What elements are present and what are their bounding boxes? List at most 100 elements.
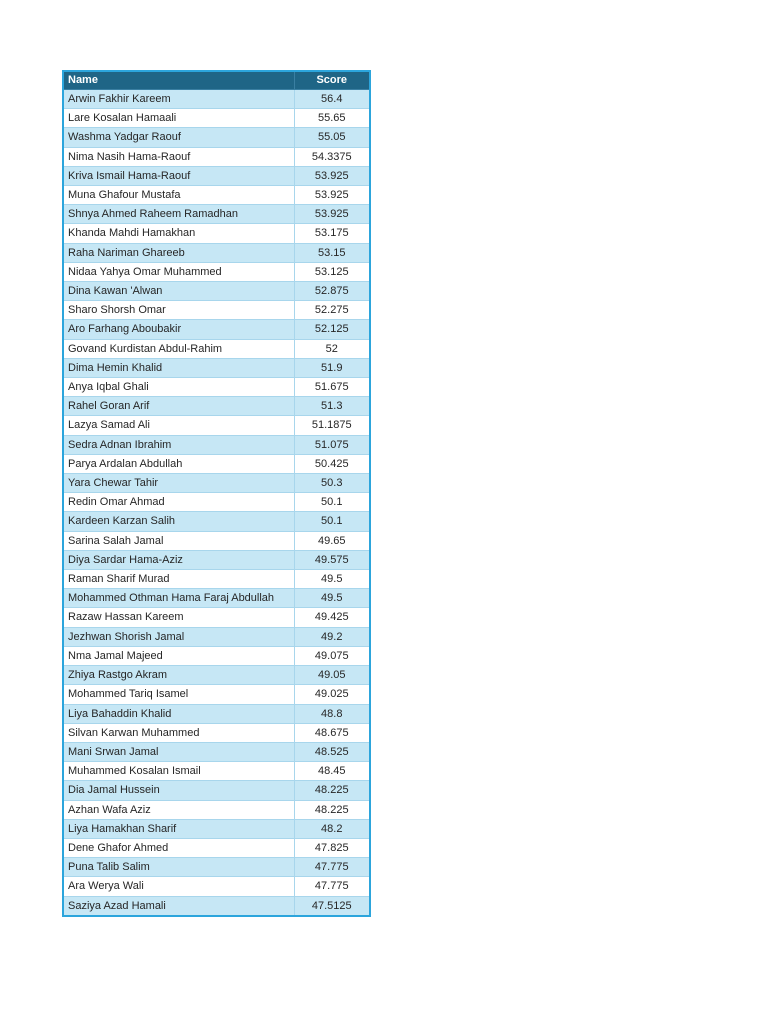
cell-score: 53.125 — [293, 261, 371, 283]
table-row: Silvan Karwan Muhammed 48.675 — [62, 722, 371, 743]
cell-name: Dene Ghafor Ahmed — [62, 837, 295, 859]
table-row: Nima Nasih Hama-Raouf 54.3375 — [62, 146, 371, 167]
cell-name: Nidaa Yahya Omar Muhammed — [62, 261, 295, 283]
cell-score: 53.925 — [293, 185, 371, 206]
cell-score: 48.525 — [293, 741, 371, 763]
cell-score: 49.025 — [293, 684, 371, 705]
table-row: Yara Chewar Tahir 50.3 — [62, 473, 371, 494]
table-row: Razaw Hassan Kareem 49.425 — [62, 607, 371, 628]
table-row: Dina Kawan 'Alwan 52.875 — [62, 281, 371, 302]
table-row: Arwin Fakhir Kareem 56.4 — [62, 88, 371, 110]
cell-name: Liya Bahaddin Khalid — [62, 703, 295, 724]
cell-score: 47.775 — [293, 876, 371, 897]
table-row: Mohammed Othman Hama Faraj Abdullah 49.5 — [62, 588, 371, 609]
table-row: Raha Nariman Ghareeb 53.15 — [62, 242, 371, 263]
cell-name: Diya Sardar Hama-Aziz — [62, 549, 295, 571]
cell-score: 48.225 — [293, 780, 371, 801]
cell-name: Nma Jamal Majeed — [62, 645, 295, 667]
cell-name: Sarina Salah Jamal — [62, 530, 295, 551]
cell-name: Ara Werya Wali — [62, 876, 295, 897]
table-row: Aro Farhang Aboubakir 52.125 — [62, 319, 371, 340]
cell-score: 48.675 — [293, 722, 371, 743]
cell-score: 48.225 — [293, 799, 371, 820]
cell-score: 53.15 — [293, 242, 371, 263]
cell-score: 49.65 — [293, 530, 371, 551]
cell-score: 51.1875 — [293, 415, 371, 436]
table-row: Parya Ardalan Abdullah 50.425 — [62, 453, 371, 475]
cell-score: 55.05 — [293, 127, 371, 148]
cell-name: Govand Kurdistan Abdul-Rahim — [62, 338, 295, 359]
cell-score: 49.425 — [293, 607, 371, 628]
cell-score: 53.925 — [293, 165, 371, 187]
cell-score: 49.5 — [293, 588, 371, 609]
cell-score: 52.875 — [293, 281, 371, 302]
cell-name: Jezhwan Shorish Jamal — [62, 626, 295, 647]
cell-score: 50.1 — [293, 492, 371, 513]
cell-name: Yara Chewar Tahir — [62, 473, 295, 494]
table-row: Mani Srwan Jamal 48.525 — [62, 741, 371, 763]
cell-name: Parya Ardalan Abdullah — [62, 453, 295, 475]
cell-name: Sedra Adnan Ibrahim — [62, 434, 295, 455]
cell-name: Aro Farhang Aboubakir — [62, 319, 295, 340]
cell-name: Sharo Shorsh Omar — [62, 300, 295, 321]
cell-score: 47.825 — [293, 837, 371, 859]
table-row: Washma Yadgar Raouf 55.05 — [62, 127, 371, 148]
table-row: Sharo Shorsh Omar 52.275 — [62, 300, 371, 321]
cell-name: Washma Yadgar Raouf — [62, 127, 295, 148]
cell-score: 54.3375 — [293, 146, 371, 167]
cell-name: Liya Hamakhan Sharif — [62, 818, 295, 839]
cell-score: 55.65 — [293, 108, 371, 129]
table-row: Liya Hamakhan Sharif 48.2 — [62, 818, 371, 839]
cell-score: 53.925 — [293, 204, 371, 225]
cell-score: 49.5 — [293, 569, 371, 590]
cell-name: Khanda Mahdi Hamakhan — [62, 223, 295, 244]
table-row: Jezhwan Shorish Jamal 49.2 — [62, 626, 371, 647]
cell-name: Dina Kawan 'Alwan — [62, 281, 295, 302]
cell-name: Kriva Ismail Hama-Raouf — [62, 165, 295, 187]
cell-name: Rahel Goran Arif — [62, 396, 295, 417]
table-row: Liya Bahaddin Khalid 48.8 — [62, 703, 371, 724]
table-row: Lazya Samad Ali 51.1875 — [62, 415, 371, 436]
cell-name: Redin Omar Ahmad — [62, 492, 295, 513]
cell-score: 53.175 — [293, 223, 371, 244]
table-row: Sarina Salah Jamal 49.65 — [62, 530, 371, 551]
table-row: Shnya Ahmed Raheem Ramadhan 53.925 — [62, 204, 371, 225]
table-row: Kriva Ismail Hama-Raouf 53.925 — [62, 165, 371, 187]
cell-score: 52 — [293, 338, 371, 359]
cell-name: Saziya Azad Hamali — [62, 895, 295, 917]
table-row: Rahel Goran Arif 51.3 — [62, 396, 371, 417]
cell-name: Anya Iqbal Ghali — [62, 377, 295, 398]
score-table-body: Arwin Fakhir Kareem 56.4 Lare Kosalan Hama… — [62, 88, 371, 917]
cell-score: 50.425 — [293, 453, 371, 475]
table-row: Redin Omar Ahmad 50.1 — [62, 492, 371, 513]
cell-score: 49.05 — [293, 665, 371, 686]
cell-score: 51.075 — [293, 434, 371, 455]
cell-name: Mani Srwan Jamal — [62, 741, 295, 763]
table-row: Govand Kurdistan Abdul-Rahim 52 — [62, 338, 371, 359]
cell-score: 48.8 — [293, 703, 371, 724]
table-row: Mohammed Tariq Isamel 49.025 — [62, 684, 371, 705]
header-row: Name Score — [62, 70, 371, 90]
cell-name: Lare Kosalan Hamaali — [62, 108, 295, 129]
cell-name: Zhiya Rastgo Akram — [62, 665, 295, 686]
cell-score: 48.45 — [293, 761, 371, 782]
cell-score: 49.575 — [293, 549, 371, 571]
cell-name: Muhammed Kosalan Ismail — [62, 761, 295, 782]
score-table-header: Name Score — [62, 70, 371, 90]
table-row: Khanda Mahdi Hamakhan 53.175 — [62, 223, 371, 244]
cell-score: 49.2 — [293, 626, 371, 647]
table-row: Dene Ghafor Ahmed 47.825 — [62, 837, 371, 859]
cell-score: 51.675 — [293, 377, 371, 398]
table-row: Ara Werya Wali 47.775 — [62, 876, 371, 897]
table-row: Dia Jamal Hussein 48.225 — [62, 780, 371, 801]
cell-score: 51.3 — [293, 396, 371, 417]
table-row: Raman Sharif Murad 49.5 — [62, 569, 371, 590]
cell-name: Dima Hemin Khalid — [62, 357, 295, 379]
table-row: Nidaa Yahya Omar Muhammed 53.125 — [62, 261, 371, 283]
table-row: Azhan Wafa Aziz 48.225 — [62, 799, 371, 820]
cell-name: Silvan Karwan Muhammed — [62, 722, 295, 743]
cell-name: Raha Nariman Ghareeb — [62, 242, 295, 263]
cell-name: Razaw Hassan Kareem — [62, 607, 295, 628]
cell-name: Puna Talib Salim — [62, 857, 295, 878]
table-row: Diya Sardar Hama-Aziz 49.575 — [62, 549, 371, 571]
